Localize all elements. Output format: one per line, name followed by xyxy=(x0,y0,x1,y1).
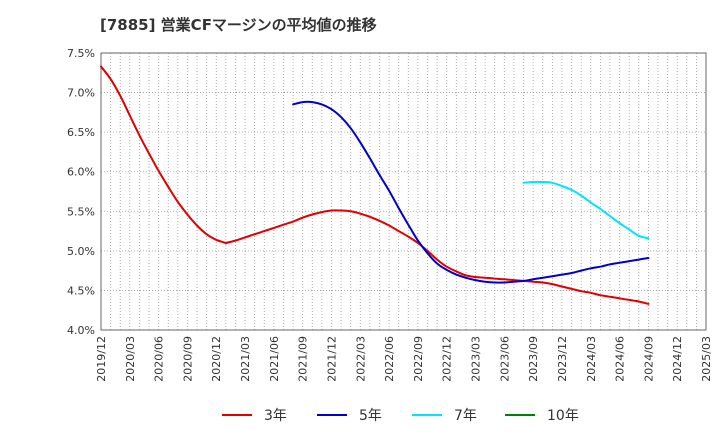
x-tick-label: 2020/12 xyxy=(210,336,223,382)
x-tick-label: 2025/03 xyxy=(700,336,713,382)
plot-frame xyxy=(100,52,707,331)
legend-swatch xyxy=(222,414,252,416)
x-tick-label: 2021/09 xyxy=(297,336,310,382)
x-tick-label: 2022/09 xyxy=(412,336,425,382)
legend-label: 3年 xyxy=(264,408,287,424)
x-tick-label: 2023/09 xyxy=(527,336,540,382)
x-tick-label: 2020/06 xyxy=(153,336,166,382)
x-tick-label: 2023/06 xyxy=(498,336,511,382)
series-line-1 xyxy=(100,65,650,305)
x-tick-label: 2023/03 xyxy=(470,336,483,382)
legend-label: 10年 xyxy=(547,408,579,424)
y-tick-label: 7.5% xyxy=(67,47,95,60)
series-line-3 xyxy=(522,180,650,240)
legend-swatch xyxy=(412,414,442,416)
y-tick-label: 6.5% xyxy=(67,126,95,139)
y-tick-label: 4.0% xyxy=(67,324,95,337)
legend-item: 3年 xyxy=(222,404,287,426)
legend-label: 7年 xyxy=(454,408,477,424)
series-line-2 xyxy=(292,100,650,284)
y-tick-label: 6.0% xyxy=(67,166,95,179)
x-tick-label: 2019/12 xyxy=(95,336,108,382)
x-tick-label: 2024/09 xyxy=(642,336,655,382)
x-tick-label: 2022/06 xyxy=(383,336,396,382)
y-tick-label: 4.5% xyxy=(67,284,95,297)
legend-swatch xyxy=(505,414,535,416)
y-tick-label: 5.0% xyxy=(67,245,95,258)
x-tick-label: 2022/03 xyxy=(354,336,367,382)
x-tick-label: 2021/06 xyxy=(268,336,281,382)
x-tick-label: 2024/06 xyxy=(614,336,627,382)
x-tick-label: 2024/03 xyxy=(585,336,598,382)
y-tick-label: 7.0% xyxy=(67,87,95,100)
x-tick-label: 2024/12 xyxy=(671,336,684,382)
legend-label: 5年 xyxy=(359,408,382,424)
chart-title: [7885] 営業CFマージンの平均値の推移 xyxy=(100,16,377,34)
legend-swatch xyxy=(317,414,347,416)
legend-item: 10年 xyxy=(505,404,579,426)
x-tick-label: 2023/12 xyxy=(556,336,569,382)
x-tick-label: 2021/12 xyxy=(325,336,338,382)
legend-item: 5年 xyxy=(317,404,382,426)
x-tick-label: 2021/03 xyxy=(239,336,252,382)
x-tick-label: 2020/03 xyxy=(124,336,137,382)
y-tick-label: 5.5% xyxy=(67,205,95,218)
x-tick-label: 2022/12 xyxy=(441,336,454,382)
x-tick-label: 2020/09 xyxy=(181,336,194,382)
legend-item: 7年 xyxy=(412,404,477,426)
chart-legend: 3年 5年 7年 10年 xyxy=(0,404,720,426)
